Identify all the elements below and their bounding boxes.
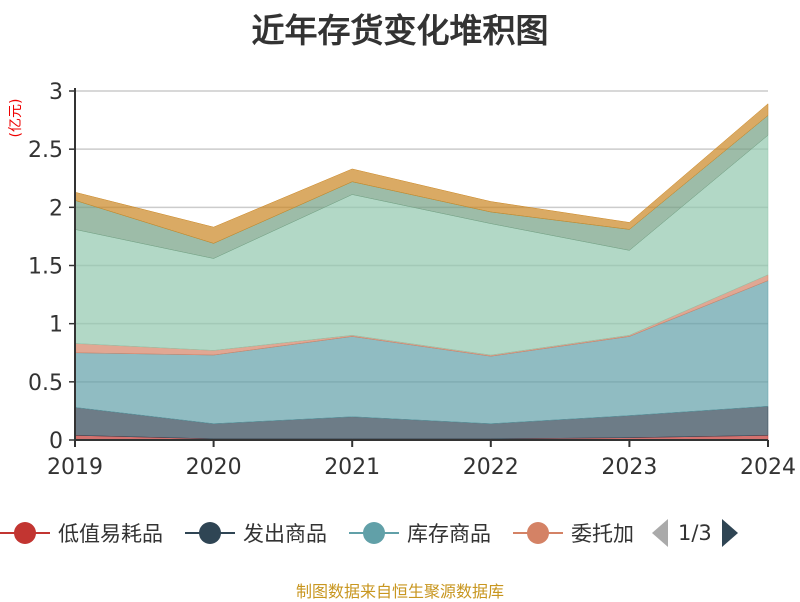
next-page-icon[interactable] [721, 519, 738, 547]
legend-label: 委托加 [571, 522, 634, 546]
legend-marker-icon [513, 521, 563, 545]
legend-pager: 1/3 [652, 519, 738, 547]
legend-item[interactable]: 委托加 [513, 518, 634, 548]
x-tick-label: 2024 [740, 455, 796, 480]
source-footer: 制图数据来自恒生聚源数据库 [295, 582, 504, 601]
y-tick-label: 0 [49, 429, 63, 454]
legend-item[interactable]: 发出商品 [185, 518, 327, 548]
legend-marker-icon [349, 521, 399, 545]
legend-label: 库存商品 [407, 522, 491, 546]
legend-marker-icon [0, 521, 50, 545]
x-tick-label: 2020 [186, 455, 242, 480]
x-tick-label: 2023 [601, 455, 657, 480]
legend: 低值易耗品 发出商品 库存商品 委托加 1/3 [0, 516, 738, 550]
y-tick-label: 1.5 [28, 255, 63, 280]
legend-label: 发出商品 [243, 522, 327, 546]
legend-item[interactable]: 低值易耗品 [0, 518, 163, 548]
x-tick-label: 2021 [324, 455, 380, 480]
legend-marker-icon [185, 521, 235, 545]
y-tick-label: 2 [49, 196, 63, 221]
legend-item[interactable]: 库存商品 [349, 518, 491, 548]
y-tick-label: 2.5 [28, 138, 63, 163]
legend-label: 低值易耗品 [58, 522, 163, 546]
y-tick-label: 0.5 [28, 371, 63, 396]
legend-page-indicator: 1/3 [678, 521, 712, 545]
y-tick-label: 3 [49, 80, 63, 105]
area-series-7 [74, 103, 769, 244]
chart-title: 近年存货变化堆积图 [251, 11, 549, 50]
prev-page-icon[interactable] [652, 519, 668, 547]
x-tick-label: 2019 [47, 455, 103, 480]
y-tick-label: 1 [49, 313, 63, 338]
x-tick-label: 2022 [463, 455, 519, 480]
